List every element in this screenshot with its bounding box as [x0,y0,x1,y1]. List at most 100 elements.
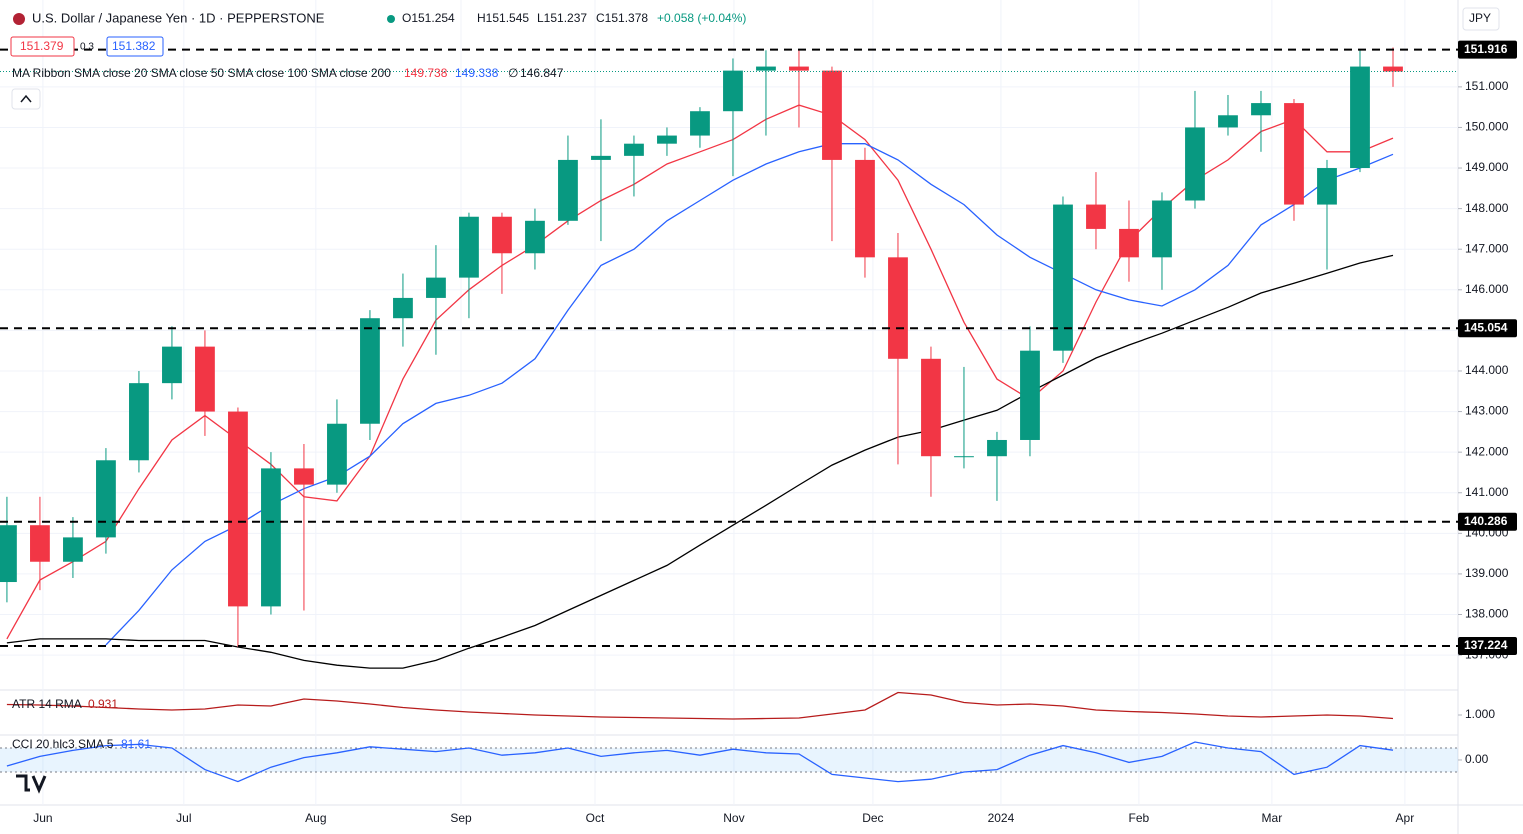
candle-body [525,220,545,254]
collapse-icon [20,94,32,103]
x-tick-label: 2024 [988,811,1015,825]
ma-value-missing: ∅ [508,66,518,80]
ma-value: 149.738 [404,66,448,80]
candle-body [459,216,479,278]
level-label: 140.286 [1464,514,1508,528]
candle-body [1383,66,1403,72]
x-tick-label: Apr [1396,811,1415,825]
candle-body [822,70,842,160]
bid-price: 151.379 [20,39,64,53]
candle-body [1317,168,1337,205]
candle-body [492,216,512,254]
ma-value: 149.338 [455,66,499,80]
y-tick-label: 149.000 [1465,160,1509,174]
candle-body [228,411,248,607]
spread: 0.3 [80,42,94,53]
candle-body [1119,228,1139,258]
candle-body [987,439,1007,457]
level-label-box [1458,319,1517,338]
level-label-box [1458,40,1517,59]
atr-value: 0.931 [88,697,118,711]
candle-body [96,460,116,538]
y-tick-label: 141.000 [1465,485,1509,499]
ohlc-close: C151.378 [596,11,648,25]
y-tick-label: 1.000 [1465,707,1495,721]
atr-title[interactable]: ATR 14 RMA [12,697,82,711]
candle-body [327,423,347,485]
cci-value: 81.61 [121,737,151,751]
candle-body [63,537,83,562]
x-tick-label: Dec [862,811,883,825]
x-tick-label: Feb [1129,811,1150,825]
y-tick-label: 150.000 [1465,120,1509,134]
ma-line [6,254,1394,669]
x-tick-label: Mar [1262,811,1283,825]
y-tick-label: 138.000 [1465,607,1509,621]
candle-body [1185,127,1205,201]
level-label-box [1458,637,1517,656]
x-tick-label: Oct [586,811,605,825]
overlay: U.S. Dollar / Japanese Yen · 1D · PEPPER… [10,7,1500,794]
ma-legend[interactable]: MA Ribbon SMA close 20 SMA close 50 SMA … [12,66,391,80]
candle-body [129,383,149,461]
ohlc-change: +0.058 (+0.04%) [657,11,746,25]
candle-body [1284,103,1304,205]
candle-body [360,318,380,424]
tv-logo [16,774,47,794]
y-tick-label: 142.000 [1465,444,1509,458]
level-label: 137.224 [1464,638,1508,652]
candle-body [954,456,974,458]
x-tick-label: Jul [176,811,191,825]
level-label: 145.054 [1464,320,1508,334]
level-label-box [1458,512,1517,531]
indicator-line [6,741,1394,783]
ma-value: 146.847 [520,66,564,80]
candle-body [1350,66,1370,169]
candle-body [1053,204,1073,351]
candle-body [426,277,446,298]
candle-body [591,155,611,160]
candle-body [558,159,578,221]
y-tick-label: 144.000 [1465,363,1509,377]
buy-button[interactable] [106,36,164,57]
y-tick-label: 146.000 [1465,282,1509,296]
candle-body [30,525,50,562]
y-tick-label: 151.000 [1465,79,1509,93]
y-tick-label: 148.000 [1465,201,1509,215]
candle-body [756,66,776,71]
y-tick-label: 143.000 [1465,404,1509,418]
y-tick-label: 139.000 [1465,566,1509,580]
flag-icon [13,13,25,25]
candle-body [162,346,182,384]
collapse-button[interactable] [11,88,41,110]
x-tick-label: Aug [305,811,326,825]
candle-body [1152,200,1172,258]
candle-body [1020,350,1040,440]
candle-body [921,358,941,457]
status-dot [387,15,395,23]
candle-body [888,257,908,359]
candle-body [294,468,314,485]
x-tick-label: Jun [33,811,52,825]
ohlc-low: L151.237 [537,11,587,25]
candle-body [0,525,17,583]
candle-body [195,346,215,412]
x-tick-label: Nov [723,811,744,825]
y-tick-label: 147.000 [1465,241,1509,255]
candle-body [789,66,809,71]
candle-body [624,143,644,156]
candle-body [393,297,413,319]
cci-title[interactable]: CCI 20 hlc3 SMA 5 [12,737,114,751]
currency: JPY [1469,11,1491,25]
ohlc-high: H151.545 [477,11,529,25]
sell-button[interactable] [10,36,75,57]
symbol-title[interactable]: U.S. Dollar / Japanese Yen · 1D · PEPPER… [32,10,325,25]
candle-body [1086,204,1106,229]
currency-button[interactable] [1462,7,1500,31]
ma-line [105,143,1394,646]
candle-body [690,111,710,136]
indicator-line [6,691,1394,720]
candle-body [657,135,677,144]
